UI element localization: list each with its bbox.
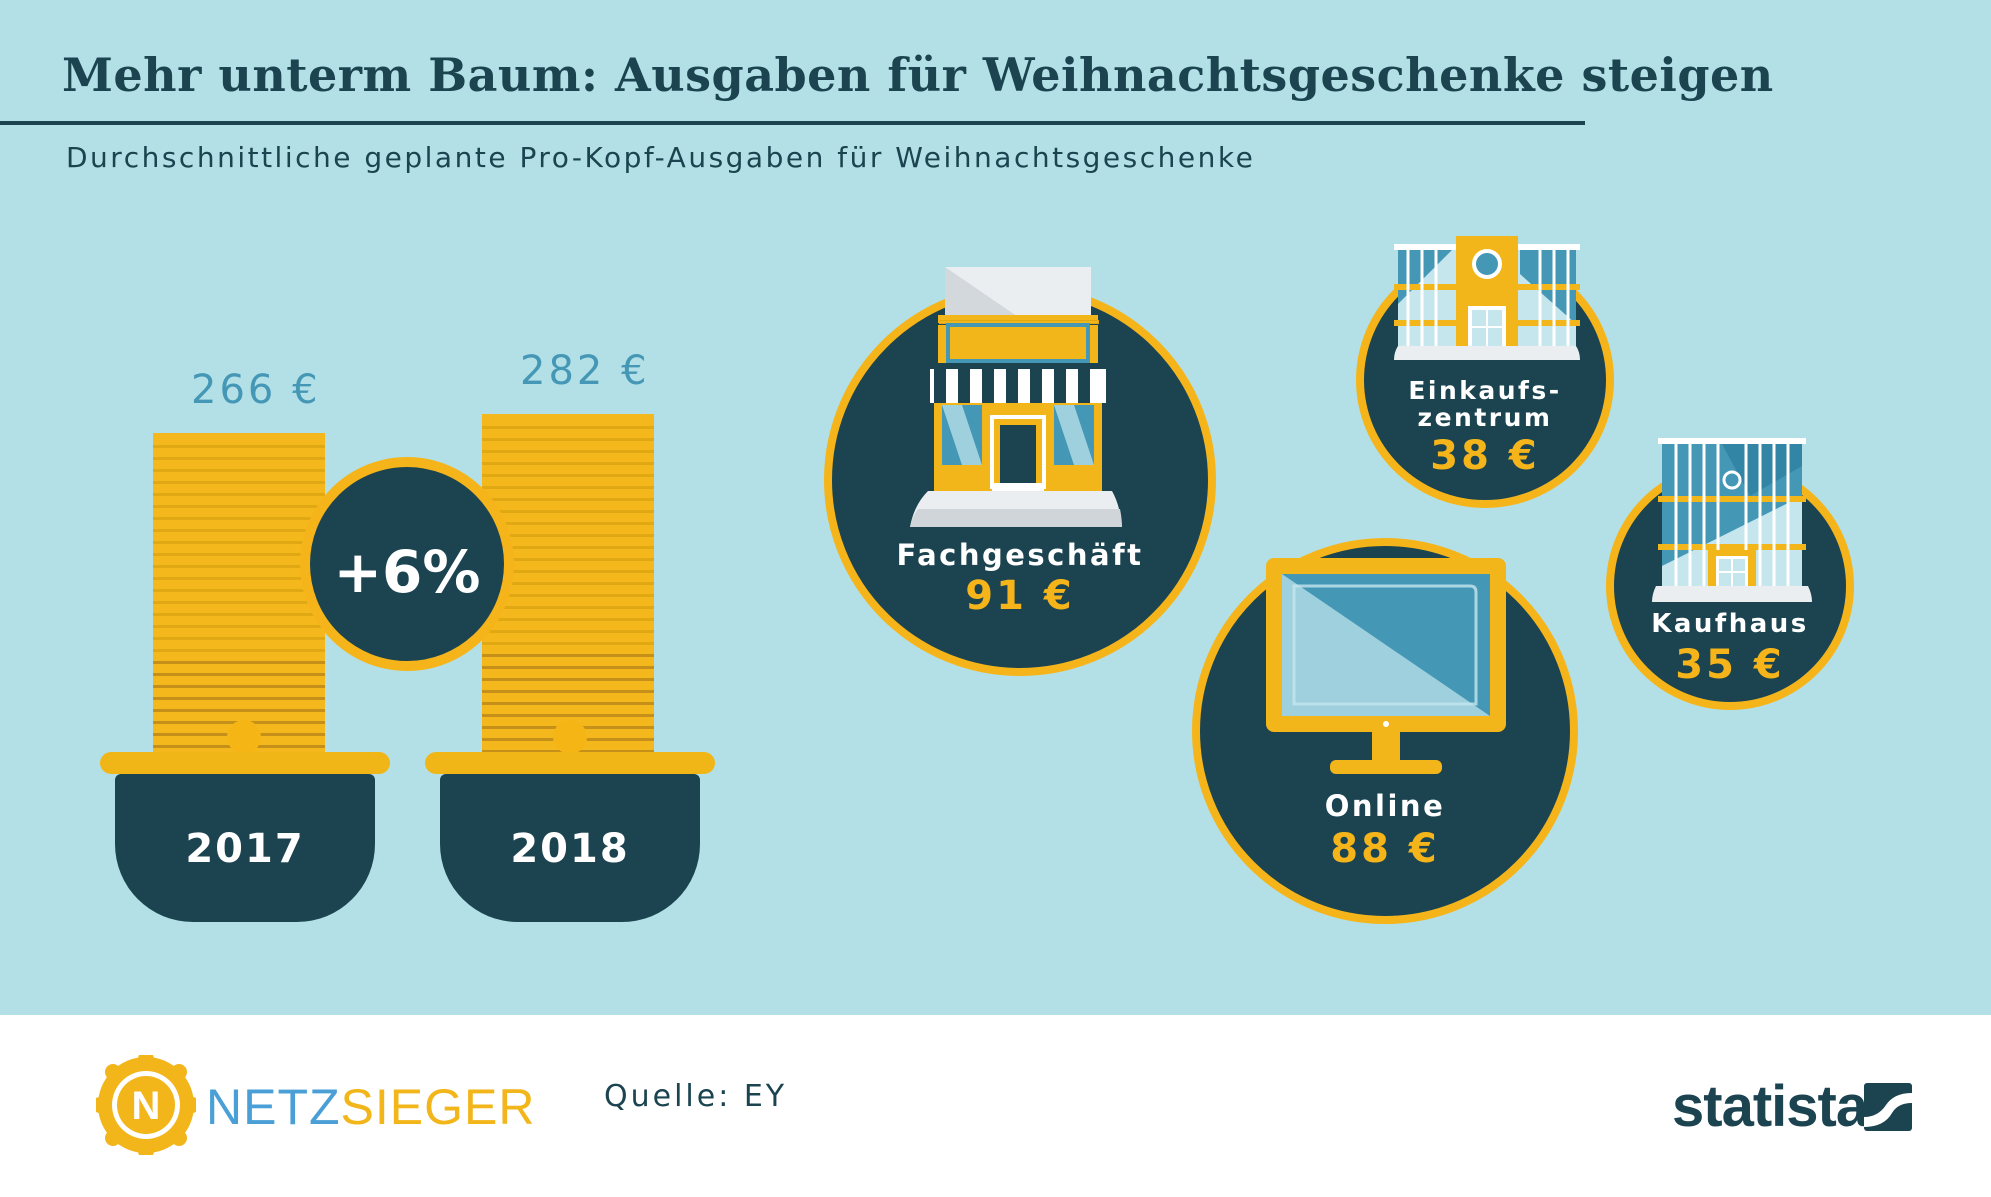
coin-stripe [482, 642, 654, 645]
brand-part: SIEGER [340, 1079, 536, 1135]
coin-stripe [153, 625, 325, 628]
bar-2017 [153, 433, 325, 752]
coin-stripe [153, 493, 325, 496]
bowl: 2018 [440, 774, 700, 922]
bowl: 2017 [115, 774, 375, 922]
bowl-rim [425, 752, 715, 774]
mall-building-icon [1394, 236, 1580, 360]
page-title: Mehr unterm Baum: Ausgaben für Weihnacht… [62, 48, 1774, 102]
channel-label: Online [1324, 789, 1446, 823]
bar-value-label: 266 € [191, 367, 321, 413]
coin-stripe [482, 498, 654, 501]
coin-stripe [482, 426, 654, 429]
coin-stripe [153, 553, 325, 556]
netzsieger-seal-icon: N [96, 1055, 196, 1155]
statista-logo-text: statista [1672, 1074, 1868, 1139]
coin-icon [227, 720, 261, 754]
coin-stripe [153, 601, 325, 604]
coin-stripe [153, 445, 325, 448]
coin-stripe [153, 481, 325, 484]
change-label: +6% [333, 538, 481, 606]
coin-stripe [482, 618, 654, 621]
brand-logo-text: NETZSIEGER [206, 1078, 536, 1136]
brand-part: NETZ [206, 1079, 341, 1135]
coin-stripe [482, 510, 654, 513]
coin-stripe [482, 714, 654, 717]
coin-stripe [153, 697, 325, 700]
bar-coin-stack [153, 433, 325, 752]
title-rule [0, 121, 1585, 125]
year-label: 2018 [510, 826, 630, 872]
coin-stripe [482, 654, 654, 657]
department-store-icon [1652, 438, 1812, 602]
monitor-icon [1266, 558, 1506, 774]
coin-stripe [482, 678, 654, 681]
channel-label: Fachgeschäft [896, 538, 1144, 572]
coin-stripe [482, 594, 654, 597]
coin-stripe [482, 570, 654, 573]
coin-stripe [482, 474, 654, 477]
coin-stripe [153, 649, 325, 652]
channel-value: 38 € [1430, 433, 1540, 479]
coin-stripe [153, 613, 325, 616]
coin-stripe [482, 702, 654, 705]
channel-value: 88 € [1330, 826, 1440, 872]
coin-stripe [482, 558, 654, 561]
channel-label: Kaufhaus [1651, 609, 1809, 639]
coin-stripe [153, 505, 325, 508]
coin-stripe [482, 666, 654, 669]
coin-stripe [153, 589, 325, 592]
coin-stripe [482, 522, 654, 525]
coin-stripe [153, 673, 325, 676]
change-badge: +6% [300, 457, 514, 671]
coin-stripe [482, 582, 654, 585]
coin-stripe [153, 469, 325, 472]
coin-stripe [482, 606, 654, 609]
coin-stripe [153, 577, 325, 580]
coin-icon [553, 720, 587, 754]
coin-stripe [153, 457, 325, 460]
coin-stripe [482, 486, 654, 489]
statista-logo-icon [1864, 1083, 1912, 1131]
channel-value: 91 € [965, 573, 1075, 619]
coin-stripe [153, 637, 325, 640]
coin-stripe [482, 546, 654, 549]
coin-stripe [153, 517, 325, 520]
brand-mark: N [132, 1084, 161, 1128]
bowl-rim [100, 752, 390, 774]
coin-stripe [482, 438, 654, 441]
coin-stripe [482, 534, 654, 537]
coin-stripe [153, 529, 325, 532]
coin-stripe [153, 565, 325, 568]
page-subtitle: Durchschnittliche geplante Pro-Kopf-Ausg… [66, 141, 1256, 174]
source-note: Quelle: EY [604, 1079, 788, 1114]
coin-stripe [482, 462, 654, 465]
coin-stripe [482, 630, 654, 633]
coin-stripe [153, 661, 325, 664]
coin-stripe [153, 709, 325, 712]
coin-stripe [482, 450, 654, 453]
coin-stripe [153, 685, 325, 688]
channel-value: 35 € [1675, 642, 1785, 688]
storefront-icon [910, 267, 1122, 527]
footer: N NETZSIEGER Quelle: EY statista [0, 1015, 1991, 1197]
bar-value-label: 282 € [520, 348, 650, 394]
year-label: 2017 [185, 826, 305, 872]
coin-stripe [482, 690, 654, 693]
channel-label: zentrum [1417, 403, 1553, 432]
awning [930, 369, 1106, 403]
channel-label: Einkaufs- [1408, 376, 1562, 405]
coin-stripe [153, 541, 325, 544]
